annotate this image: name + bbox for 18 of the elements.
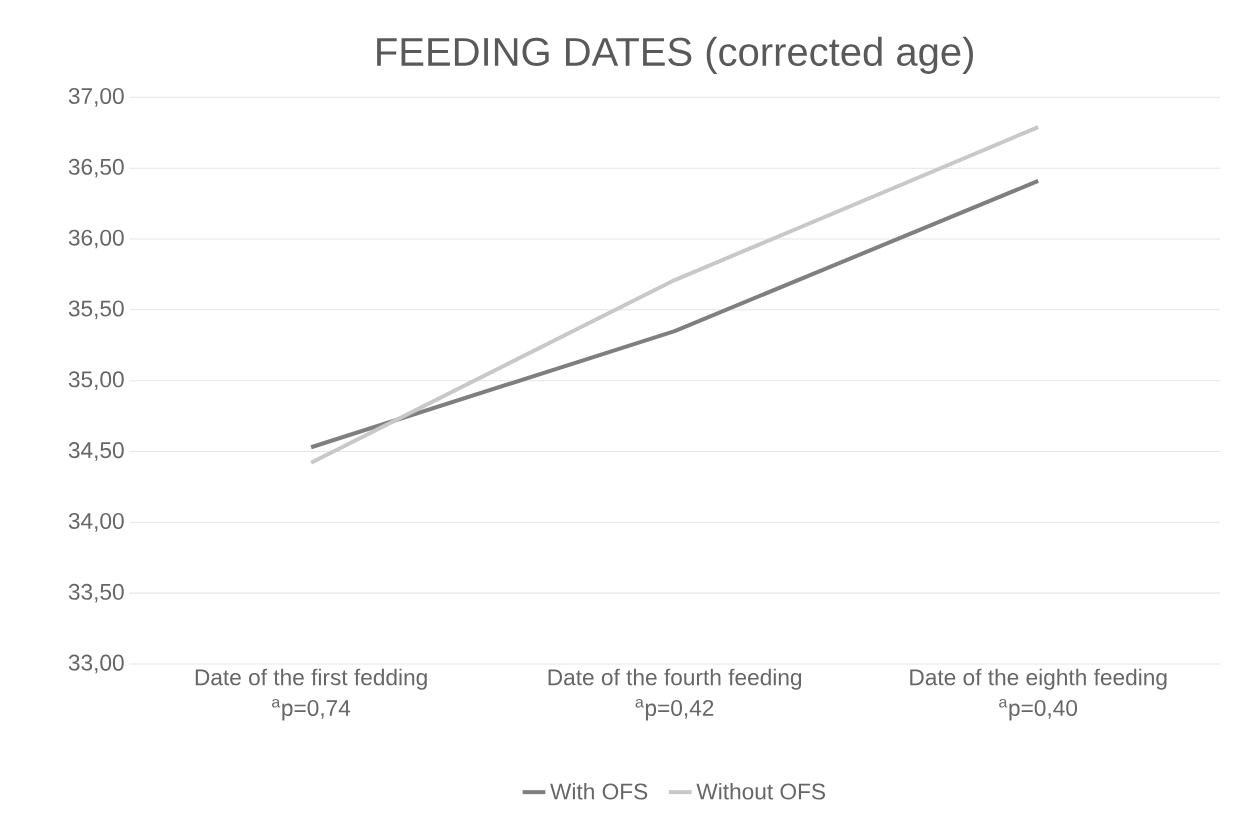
x-tick-label: Date of the eighth feeding — [910, 668, 1167, 690]
text: $^{a}$p=0,40 — [999, 698, 1078, 721]
legend-label: Without OFS — [696, 782, 826, 800]
text: $^{a}$p=0,42 — [635, 698, 714, 721]
y-tick-label: 36,00 — [68, 229, 124, 249]
legend-label: With OFS — [550, 782, 648, 800]
y-tick-label: 33,50 — [68, 583, 124, 603]
y-tick-label: 37,00 — [68, 87, 124, 107]
y-tick-label: 34,50 — [68, 442, 124, 461]
x-tick-label: Date of the first fedding — [195, 668, 427, 690]
y-tick-label: 36,50 — [68, 158, 124, 178]
y-tick-label: 35,50 — [68, 300, 124, 320]
x-tick-label: Date of the fourth feeding — [548, 668, 802, 690]
text: $^{a}$p=0,74 — [272, 698, 351, 721]
y-tick-label: 33,00 — [68, 654, 124, 674]
y-tick-label: 35,00 — [68, 371, 124, 391]
y-tick-label: 34,00 — [68, 512, 124, 532]
chart-title: FEEDING DATES (corrected age) — [377, 36, 973, 74]
